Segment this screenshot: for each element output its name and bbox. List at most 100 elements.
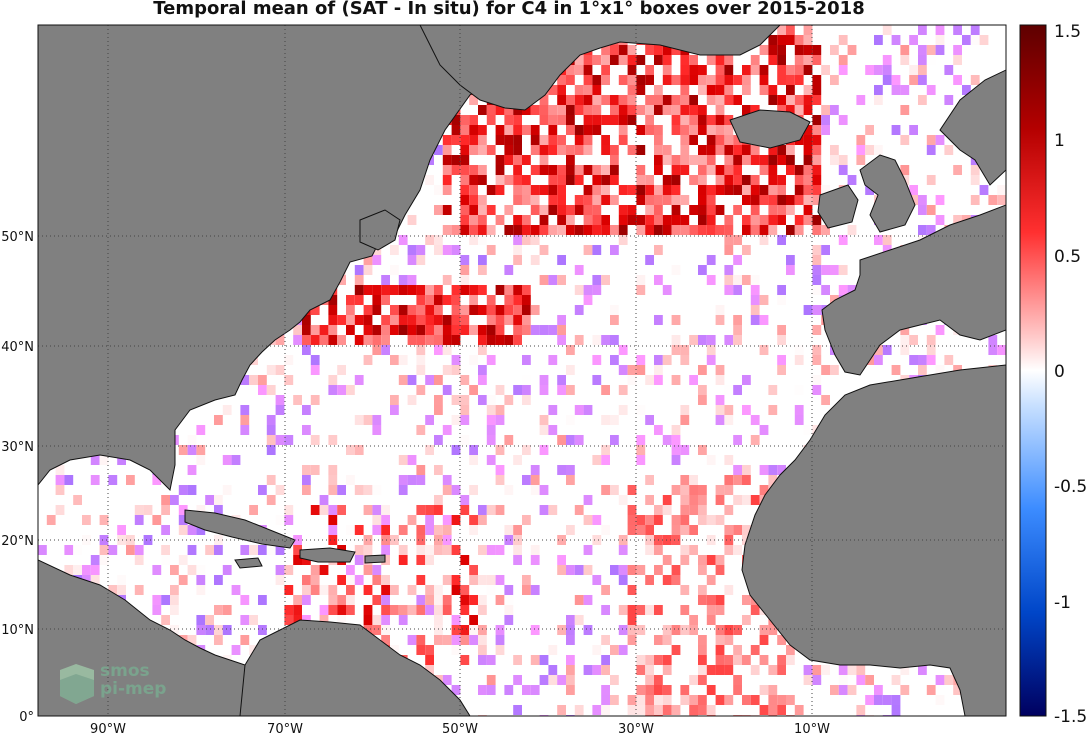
- anomaly-cell: [574, 135, 584, 145]
- europe: [821, 204, 1006, 376]
- anomaly-cell: [178, 515, 188, 525]
- anomaly-cell: [178, 555, 188, 565]
- anomaly-cell: [442, 325, 452, 335]
- anomaly-cell: [566, 615, 575, 625]
- anomaly-cell: [601, 95, 610, 105]
- anomaly-cell: [460, 155, 470, 165]
- anomaly-cell: [566, 465, 575, 475]
- anomaly-cell: [319, 605, 329, 615]
- anomaly-cell: [944, 675, 954, 685]
- anomaly-cell: [698, 595, 707, 605]
- anomaly-cell: [654, 225, 663, 235]
- anomaly-cell: [759, 345, 769, 355]
- anomaly-cell: [742, 465, 751, 475]
- anomaly-cell: [601, 585, 610, 595]
- anomaly-cell: [671, 455, 681, 465]
- anomaly-cell: [478, 205, 487, 215]
- anomaly-cell: [152, 515, 162, 525]
- anomaly-cell: [161, 505, 170, 515]
- anomaly-cell: [768, 185, 778, 195]
- anomaly-cell: [354, 485, 364, 495]
- anomaly-cell: [205, 615, 214, 625]
- anomaly-cell: [390, 605, 399, 615]
- anomaly-cell: [442, 225, 452, 235]
- anomaly-cell: [328, 475, 338, 485]
- anomaly-cell: [627, 605, 637, 615]
- anomaly-cell: [522, 575, 531, 585]
- lon-label-10w: 10°W: [794, 722, 830, 735]
- anomaly-cell: [926, 135, 936, 145]
- anomaly-cell: [64, 545, 74, 555]
- anomaly-cell: [513, 545, 522, 555]
- anomaly-cell: [434, 235, 443, 245]
- anomaly-cell: [724, 585, 734, 595]
- anomaly-cell: [636, 435, 646, 445]
- anomaly-cell: [522, 515, 531, 525]
- anomaly-cell: [724, 185, 734, 195]
- anomaly-cell: [1006, 635, 1015, 645]
- anomaly-cell: [926, 355, 936, 365]
- anomaly-cell: [266, 475, 276, 485]
- anomaly-cell: [372, 525, 382, 535]
- anomaly-cell: [319, 565, 329, 575]
- anomaly-cell: [847, 225, 857, 235]
- anomaly-cell: [363, 315, 373, 325]
- anomaly-cell: [583, 75, 593, 85]
- anomaly-cell: [266, 425, 276, 435]
- puerto-rico: [364, 554, 386, 564]
- anomaly-cell: [918, 205, 927, 215]
- anomaly-cell: [486, 315, 496, 325]
- anomaly-cell: [662, 195, 672, 205]
- anomaly-cell: [698, 155, 707, 165]
- anomaly-cell: [592, 515, 602, 525]
- anomaly-cell: [882, 245, 892, 255]
- anomaly-cell: [460, 495, 470, 505]
- anomaly-cell: [794, 195, 804, 205]
- anomaly-cell: [416, 365, 426, 375]
- anomaly-cell: [372, 565, 382, 575]
- anomaly-cell: [680, 415, 690, 425]
- anomaly-cell: [874, 65, 883, 75]
- anomaly-cell: [117, 535, 126, 545]
- newfoundland: [359, 209, 401, 251]
- anomaly-cell: [759, 195, 769, 205]
- anomaly-cell: [126, 475, 135, 485]
- anomaly-cell: [557, 225, 566, 235]
- anomaly-cell: [759, 625, 769, 635]
- anomaly-cell: [742, 175, 751, 185]
- anomaly-cell: [724, 95, 734, 105]
- anomaly-cell: [90, 555, 100, 565]
- anomaly-cell: [434, 545, 443, 555]
- anomaly-cell: [627, 205, 637, 215]
- anomaly-cell: [566, 345, 575, 355]
- anomaly-cell: [319, 505, 329, 515]
- anomaly-cell: [706, 335, 716, 345]
- anomaly-cell: [451, 135, 461, 145]
- anomaly-cell: [759, 295, 769, 305]
- anomaly-cell: [583, 115, 593, 125]
- anomaly-cell: [698, 555, 707, 565]
- anomaly-cell: [768, 155, 778, 165]
- anomaly-cell: [706, 95, 716, 105]
- anomaly-cell: [346, 315, 355, 325]
- anomaly-cell: [469, 285, 478, 295]
- anomaly-cell: [935, 695, 945, 705]
- anomaly-cell: [724, 625, 734, 635]
- anomaly-cell: [522, 325, 531, 335]
- anomaly-cell: [284, 585, 294, 595]
- anomaly-cell: [821, 265, 830, 275]
- anomaly-cell: [750, 495, 760, 505]
- anomaly-cell: [830, 265, 839, 275]
- anomaly-cell: [328, 465, 338, 475]
- anomaly-cell: [803, 105, 813, 115]
- anomaly-cell: [434, 305, 443, 315]
- anomaly-cell: [610, 225, 619, 235]
- anomaly-cell: [583, 125, 593, 135]
- anomaly-cell: [724, 695, 734, 705]
- anomaly-cell: [715, 65, 725, 75]
- anomaly-cell: [865, 145, 874, 155]
- anomaly-cell: [416, 575, 426, 585]
- anomaly-cell: [390, 585, 399, 595]
- anomaly-cell: [689, 155, 698, 165]
- anomaly-cell: [680, 145, 690, 155]
